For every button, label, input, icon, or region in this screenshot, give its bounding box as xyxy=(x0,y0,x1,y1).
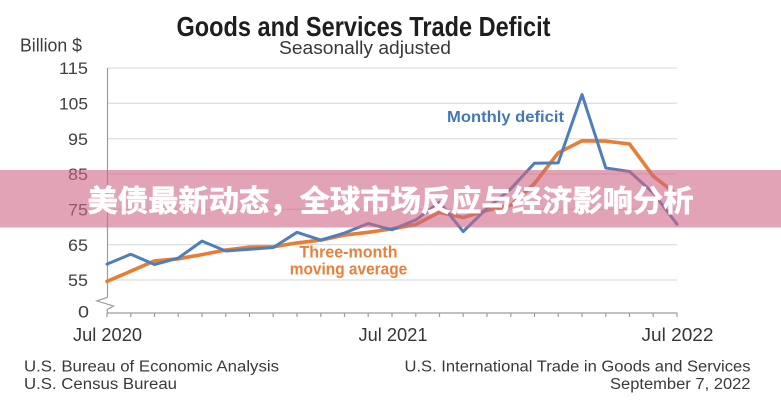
svg-text:Jul 2022: Jul 2022 xyxy=(642,325,714,345)
svg-text:55: 55 xyxy=(68,271,88,290)
svg-text:Goods and Services Trade Defic: Goods and Services Trade Deficit xyxy=(177,11,551,42)
svg-text:Monthly deficit: Monthly deficit xyxy=(447,109,564,126)
svg-text:Jul 2021: Jul 2021 xyxy=(359,325,428,345)
svg-text:Jul 2020: Jul 2020 xyxy=(73,325,142,345)
svg-text:Billion $: Billion $ xyxy=(20,35,82,56)
svg-text:115: 115 xyxy=(59,59,88,78)
svg-text:95: 95 xyxy=(68,130,88,149)
svg-text:105: 105 xyxy=(59,95,88,114)
svg-text:65: 65 xyxy=(68,236,88,255)
svg-text:moving average: moving average xyxy=(290,260,408,278)
svg-text:September 7, 2022: September 7, 2022 xyxy=(610,376,751,393)
svg-text:U.S. Census Bureau: U.S. Census Bureau xyxy=(24,376,177,393)
svg-text:Three-month: Three-month xyxy=(300,244,398,262)
svg-text:U.S. Bureau of Economic Analys: U.S. Bureau of Economic Analysis xyxy=(24,359,279,376)
svg-text:0: 0 xyxy=(78,303,89,322)
svg-text:Seasonally adjusted: Seasonally adjusted xyxy=(279,38,451,58)
svg-text:U.S. International Trade in Go: U.S. International Trade in Goods and Se… xyxy=(405,359,751,376)
